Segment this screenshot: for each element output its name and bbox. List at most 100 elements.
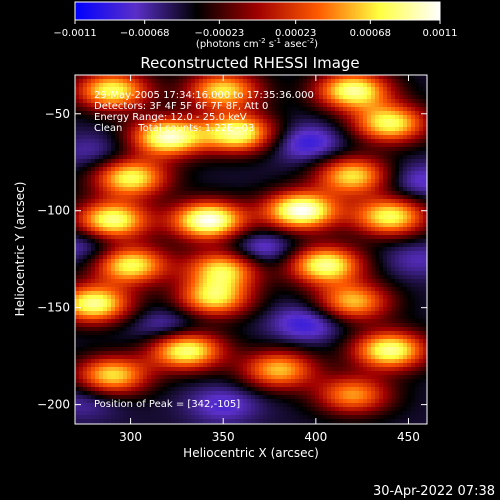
heatmap-cell [303,151,307,155]
heatmap-cell [259,75,263,79]
heatmap-cell [395,235,399,239]
heatmap-cell [191,123,195,127]
heatmap-cell [183,271,187,275]
heatmap-cell [295,215,299,219]
heatmap-cell [279,191,283,195]
heatmap-cell [279,299,283,303]
heatmap-cell [279,187,283,191]
heatmap-cell [303,207,307,211]
heatmap-cell [83,155,87,159]
heatmap-cell [87,215,91,219]
heatmap-cell [327,283,331,287]
heatmap-cell [415,291,419,295]
heatmap-cell [191,195,195,199]
heatmap-cell [195,139,199,143]
heatmap-cell [263,287,267,291]
heatmap-cell [343,255,347,259]
heatmap-cell [271,99,275,103]
heatmap-cell [199,255,203,259]
heatmap-cell [159,115,163,119]
heatmap-cell [415,247,419,251]
heatmap-cell [155,235,159,239]
heatmap-cell [75,235,79,239]
heatmap-cell [191,299,195,303]
heatmap-cell [371,247,375,251]
heatmap-cell [371,199,375,203]
heatmap-cell [347,103,351,107]
heatmap-cell [143,259,147,263]
heatmap-cell [159,259,163,263]
heatmap-cell [223,115,227,119]
heatmap-cell [91,279,95,283]
heatmap-cell [107,271,111,275]
heatmap-cell [255,227,259,231]
heatmap-cell [371,219,375,223]
heatmap-cell [291,267,295,271]
heatmap-cell [123,267,127,271]
heatmap-cell [419,83,423,87]
heatmap-cell [343,195,347,199]
heatmap-cell [131,167,135,171]
heatmap-cell [215,191,219,195]
heatmap-cell [335,203,339,207]
heatmap-cell [347,187,351,191]
heatmap-cell [399,247,403,251]
heatmap-cell [355,191,359,195]
heatmap-cell [143,135,147,139]
heatmap-cell [187,91,191,95]
heatmap-cell [215,79,219,83]
heatmap-cell [167,195,171,199]
heatmap-cell [211,271,215,275]
heatmap-cell [399,207,403,211]
heatmap-cell [123,283,127,287]
heatmap-cell [279,219,283,223]
heatmap-cell [119,103,123,107]
heatmap-cell [107,211,111,215]
heatmap-cell [223,127,227,131]
heatmap-cell [211,163,215,167]
heatmap-cell [251,75,255,79]
heatmap-cell [407,255,411,259]
heatmap-cell [167,159,171,163]
heatmap-cell [363,103,367,107]
heatmap-cell [423,283,427,287]
heatmap-cell [131,147,135,151]
heatmap-cell [211,135,215,139]
heatmap-cell [383,115,387,119]
heatmap-cell [119,115,123,119]
heatmap-cell [183,191,187,195]
heatmap-cell [79,259,83,263]
heatmap-cell [335,107,339,111]
heatmap-cell [327,267,331,271]
heatmap-cell [307,259,311,263]
heatmap-cell [211,291,215,295]
heatmap-cell [347,243,351,247]
heatmap-cell [191,151,195,155]
heatmap-cell [243,75,247,79]
heatmap-cell [163,279,167,283]
heatmap-cell [335,207,339,211]
heatmap-cell [171,255,175,259]
heatmap-cell [383,119,387,123]
heatmap-cell [179,223,183,227]
heatmap-cell [135,115,139,119]
heatmap-cell [287,107,291,111]
heatmap-cell [167,167,171,171]
heatmap-cell [251,127,255,131]
heatmap-cell [331,287,335,291]
heatmap-cell [91,139,95,143]
heatmap-cell [227,263,231,267]
heatmap-cell [355,243,359,247]
heatmap-cell [171,183,175,187]
heatmap-cell [159,295,163,299]
heatmap-cell [391,227,395,231]
heatmap-cell [423,291,427,295]
heatmap-cell [375,103,379,107]
heatmap-cell [119,95,123,99]
heatmap-cell [119,287,123,291]
heatmap-cell [143,291,147,295]
heatmap-cell [167,295,171,299]
heatmap-cell [347,143,351,147]
heatmap-cell [95,151,99,155]
